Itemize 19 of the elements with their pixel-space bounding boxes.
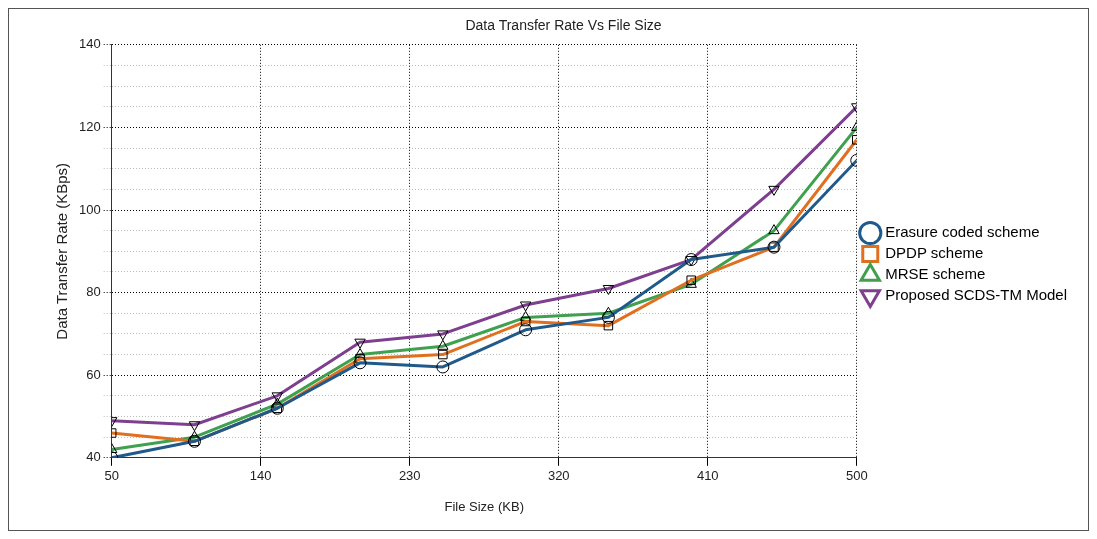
x-tick-label: 320 xyxy=(547,468,570,484)
y-tick-label: 140 xyxy=(78,36,101,52)
y-tick-label: 80 xyxy=(86,284,101,300)
y-tick-label: 100 xyxy=(78,201,101,217)
x-axis-title: File Size (KB) xyxy=(444,498,524,514)
legend-label: Erasure coded scheme xyxy=(885,223,1040,241)
legend-label: MRSE scheme xyxy=(885,265,986,283)
y-tick-label: 60 xyxy=(86,366,101,382)
legend-label: DPDP scheme xyxy=(885,244,984,262)
legend-label: Proposed SCDS-TM Model xyxy=(885,286,1068,304)
chart-title: Data Transfer Rate Vs File Size xyxy=(465,17,662,34)
x-tick-label: 230 xyxy=(398,468,421,484)
x-tick-label: 50 xyxy=(104,468,119,484)
x-tick-label: 500 xyxy=(845,468,868,484)
y-tick-label: 40 xyxy=(86,449,101,465)
x-tick-label: 140 xyxy=(249,468,272,484)
x-tick-label: 410 xyxy=(696,468,719,484)
y-axis-title: Data Transfer Rate (KBps) xyxy=(53,162,71,340)
y-tick-label: 120 xyxy=(78,118,101,134)
